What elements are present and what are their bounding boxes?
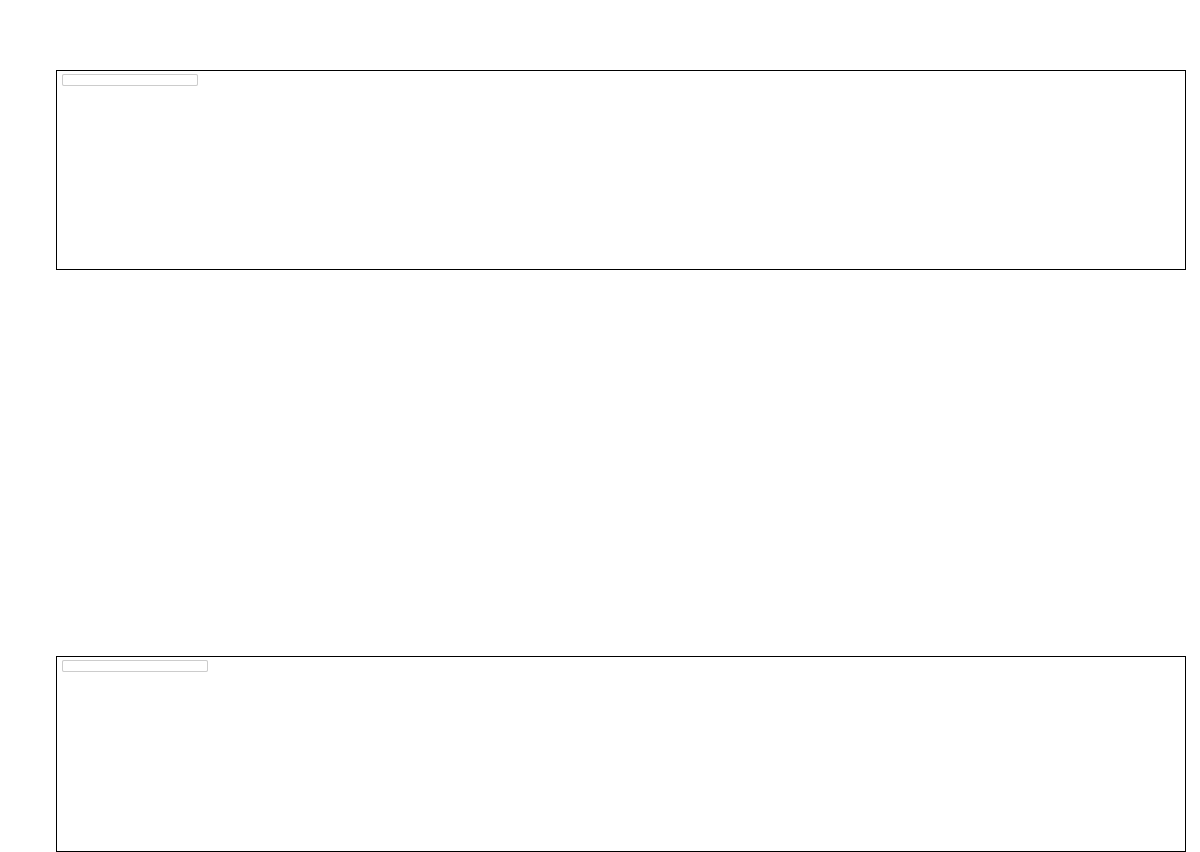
top-chart-frame bbox=[56, 70, 1186, 270]
top-chart-panel bbox=[0, 0, 1200, 320]
top-chart-legend bbox=[62, 74, 198, 86]
bottom-chart-frame bbox=[56, 656, 1186, 852]
bottom-chart-panel bbox=[0, 320, 1200, 852]
bottom-chart-legend bbox=[62, 660, 208, 672]
